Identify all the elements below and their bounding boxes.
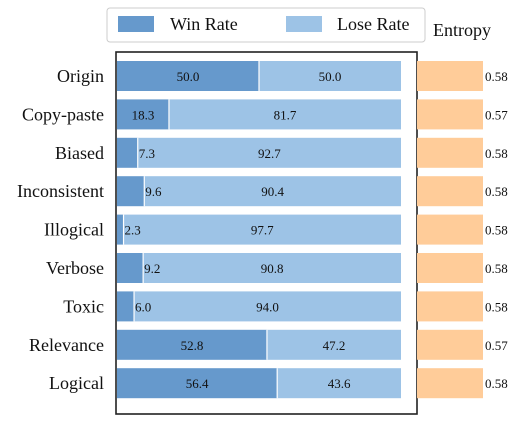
lose-rate-bar <box>123 214 402 245</box>
lose-rate-label: 90.8 <box>261 261 284 276</box>
entropy-bar <box>417 176 483 207</box>
entropy-value-label: 0.58 <box>485 376 508 391</box>
win-rate-label: 9.2 <box>144 261 160 276</box>
lose-rate-bar <box>277 368 401 399</box>
win-rate-label: 2.3 <box>125 223 141 238</box>
lose-rate-bar <box>168 99 401 130</box>
entropy-bar <box>417 368 483 399</box>
category-label: Relevance <box>29 335 104 355</box>
category-label: Inconsistent <box>17 181 104 201</box>
lose-rate-bar <box>134 291 402 322</box>
entropy-bar <box>417 214 483 245</box>
entropy-bar <box>417 291 483 322</box>
win-rate-bar <box>117 137 138 168</box>
category-label: Logical <box>49 373 104 393</box>
win-rate-label: 18.3 <box>132 107 155 122</box>
entropy-value-label: 0.58 <box>485 69 508 84</box>
legend-swatch-win-rate <box>118 16 154 32</box>
category-label: Illogical <box>44 220 104 240</box>
win-rate-label: 7.3 <box>139 146 155 161</box>
entropy-value-label: 0.58 <box>485 261 508 276</box>
lose-rate-label: 92.7 <box>258 146 281 161</box>
win-rate-label: 50.0 <box>177 69 200 84</box>
category-label: Biased <box>55 143 104 163</box>
win-rate-bar <box>117 291 135 322</box>
lose-rate-bar <box>144 176 401 207</box>
entropy-value-label: 0.58 <box>485 146 508 161</box>
win-rate-bar <box>117 99 169 130</box>
category-label: Toxic <box>63 296 104 316</box>
win-rate-label: 6.0 <box>135 299 151 314</box>
lose-rate-bar <box>259 61 401 91</box>
lose-rate-label: 47.2 <box>323 338 346 353</box>
entropy-value-label: 0.58 <box>485 223 508 238</box>
win-rate-bar <box>117 61 259 91</box>
lose-rate-bar <box>266 329 401 360</box>
lose-rate-label: 90.4 <box>261 184 284 199</box>
entropy-value-label: 0.58 <box>485 299 508 314</box>
win-rate-label: 52.8 <box>181 338 204 353</box>
win-rate-label: 56.4 <box>186 376 209 391</box>
legend-box <box>106 7 426 43</box>
lose-rate-label: 50.0 <box>319 69 342 84</box>
entropy-value-label: 0.58 <box>485 184 508 199</box>
entropy-bar <box>417 137 483 168</box>
entropy-bar <box>417 253 483 283</box>
lose-rate-label: 94.0 <box>256 299 279 314</box>
legend-label-lose-rate: Lose Rate <box>337 14 409 34</box>
legend-label-win-rate: Win Rate <box>170 14 238 34</box>
category-label: Verbose <box>46 258 104 278</box>
entropy-value-label: 0.57 <box>485 107 508 122</box>
lose-rate-label: 81.7 <box>274 107 297 122</box>
category-label: Copy-paste <box>22 104 104 124</box>
entropy-bar <box>417 61 483 91</box>
entropy-bar <box>417 329 483 360</box>
category-label: Origin <box>57 66 104 86</box>
win-rate-label: 9.6 <box>145 184 162 199</box>
lose-rate-label: 97.7 <box>251 223 274 238</box>
legend-swatch-lose-rate <box>286 16 322 32</box>
entropy-value-label: 0.57 <box>485 338 508 353</box>
win-rate-bar <box>117 253 144 283</box>
lose-rate-bar <box>137 137 401 168</box>
win-rate-bar <box>117 176 145 207</box>
entropy-bar <box>417 99 483 130</box>
win-rate-bar <box>117 329 267 360</box>
win-rate-bar <box>117 368 278 399</box>
win-rate-bar <box>117 214 124 245</box>
lose-rate-label: 43.6 <box>328 376 351 391</box>
lose-rate-bar <box>143 253 402 283</box>
entropy-title: Entropy <box>433 20 491 40</box>
